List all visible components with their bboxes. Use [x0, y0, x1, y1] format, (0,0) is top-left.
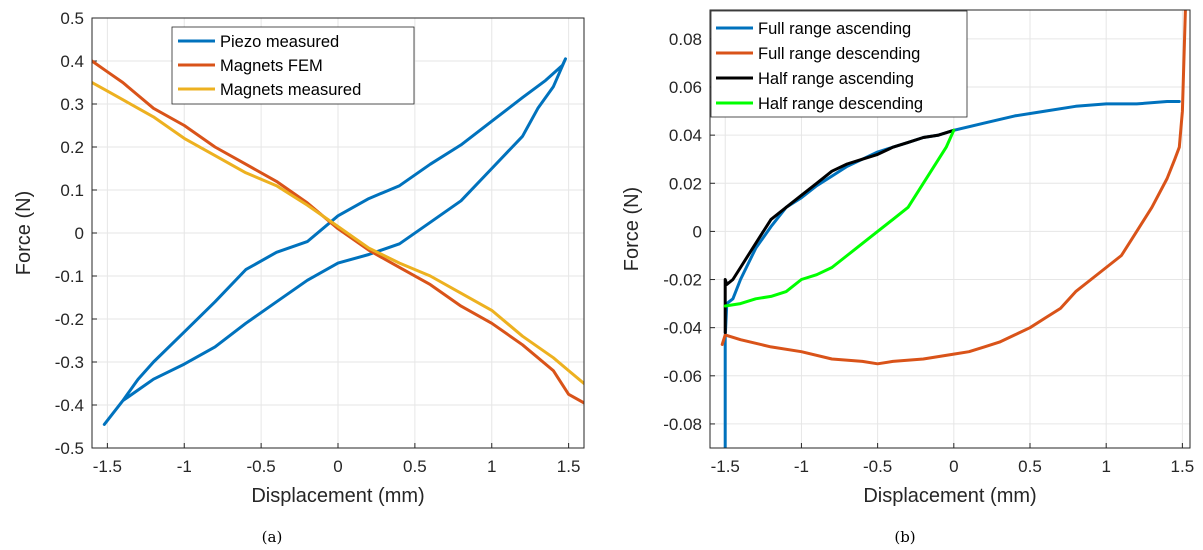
panel-b-ticks: -1.5 -1 -0.5 0 0.5 1 1.5 -0.08 -0.06 -0.04 -0.02 0 0… [663, 30, 1194, 476]
panel-b-x-tick-label: 0 [949, 457, 958, 476]
panel-a-y-tick-label: -0.5 [55, 439, 84, 458]
panel-a-y-tick-label: 0.1 [60, 181, 84, 200]
panel-a-legend: Piezo measured Magnets FEM Magnets measu… [171, 26, 415, 105]
legend-label-full-range-descending: Full range descending [758, 45, 920, 63]
panel-a-y-tick-label: -0.4 [55, 396, 84, 415]
legend-label-half-range-ascending: Half range ascending [758, 70, 914, 88]
panel-a-y-axis-label: Force (N) [13, 191, 35, 275]
panel-a-x-tick-label: -1.5 [93, 457, 122, 476]
panel-a-y-tick-label: 0 [75, 224, 84, 243]
panel-b-y-tick-label: 0.06 [669, 78, 702, 97]
legend-label-magnets-measured: Magnets measured [220, 81, 361, 99]
panel-a-y-tick-label: 0.2 [60, 138, 84, 157]
panel-b-x-tick-label: 1 [1101, 457, 1110, 476]
panel-b-axes-box [709, 9, 1191, 449]
panel-a-x-tick-label: -1 [177, 457, 192, 476]
legend-label-magnets-fem: Magnets FEM [220, 57, 323, 75]
panel-a-y-tick-label: 0.3 [60, 95, 84, 114]
series-line-half-range-descending [723, 128, 956, 308]
panel-b-y-tick-label: 0 [693, 222, 702, 241]
panel-b-legend: Full range ascending Full range descendi… [710, 10, 968, 118]
series-line-full-range-ascending [723, 100, 1181, 448]
panel-a-y-tick-label: -0.2 [55, 310, 84, 329]
panel-a-axes-box [91, 17, 585, 449]
series-line-full-range-descending [720, 10, 1187, 366]
panel-b-x-tick-label: 0.5 [1018, 457, 1042, 476]
panel-a: -1.5 -1 -0.5 0 0.5 1 1.5 -0.5 -0.4 -0.3 -0.2 -0.1 0 0… [13, 9, 585, 546]
series-line-piezo-measured [102, 57, 567, 426]
panel-b-x-tick-label: 1.5 [1171, 457, 1195, 476]
panel-b-y-tick-label: -0.06 [663, 367, 702, 386]
panel-b-x-tick-label: -0.5 [863, 457, 892, 476]
panel-a-x-tick-label: 1.5 [557, 457, 581, 476]
panel-b-y-tick-label: -0.04 [663, 319, 702, 338]
legend-label-full-range-ascending: Full range ascending [758, 20, 911, 38]
panel-b-y-tick-label: 0.08 [669, 30, 702, 49]
panel-a-y-tick-label: 0.4 [60, 52, 84, 71]
panel-a-y-tick-label: 0.5 [60, 9, 84, 28]
panel-b-x-tick-label: -1 [794, 457, 809, 476]
panel-a-y-tick-label: -0.1 [55, 267, 84, 286]
panel-b-y-axis-label: Force (N) [621, 187, 643, 271]
panel-a-y-tick-label: -0.3 [55, 353, 84, 372]
panel-a-x-tick-label: 0 [333, 457, 342, 476]
series-line-half-range-ascending [723, 128, 956, 334]
panel-b-y-tick-label: 0.02 [669, 174, 702, 193]
panel-b-y-tick-label: 0.04 [669, 126, 702, 145]
panel-b-x-axis-label: Displacement (mm) [863, 485, 1036, 507]
panel-b-legend-box [710, 10, 968, 118]
panel-b: -1.5 -1 -0.5 0 0.5 1 1.5 -0.08 -0.06 -0.04 -0.02 0 0… [621, 9, 1194, 546]
panel-b-y-tick-label: -0.08 [663, 415, 702, 434]
panel-b-x-tick-label: -1.5 [711, 457, 740, 476]
panel-b-series [720, 10, 1187, 448]
panel-a-x-tick-label: -0.5 [246, 457, 275, 476]
panel-b-y-tick-label: -0.02 [663, 271, 702, 290]
panel-a-ticks: -1.5 -1 -0.5 0 0.5 1 1.5 -0.5 -0.4 -0.3 -0.2 -0.1 0 0… [55, 9, 581, 476]
panel-a-x-axis-label: Displacement (mm) [251, 485, 424, 507]
panel-a-x-tick-label: 1 [487, 457, 496, 476]
legend-label-piezo-measured: Piezo measured [220, 33, 339, 51]
panel-a-x-tick-label: 0.5 [403, 457, 427, 476]
panel-a-series [92, 57, 584, 426]
series-line-magnets-measured [92, 81, 584, 385]
panel-b-caption: (b) [894, 528, 915, 546]
legend-label-half-range-descending: Half range descending [758, 95, 923, 113]
panel-a-caption: (a) [262, 528, 283, 546]
